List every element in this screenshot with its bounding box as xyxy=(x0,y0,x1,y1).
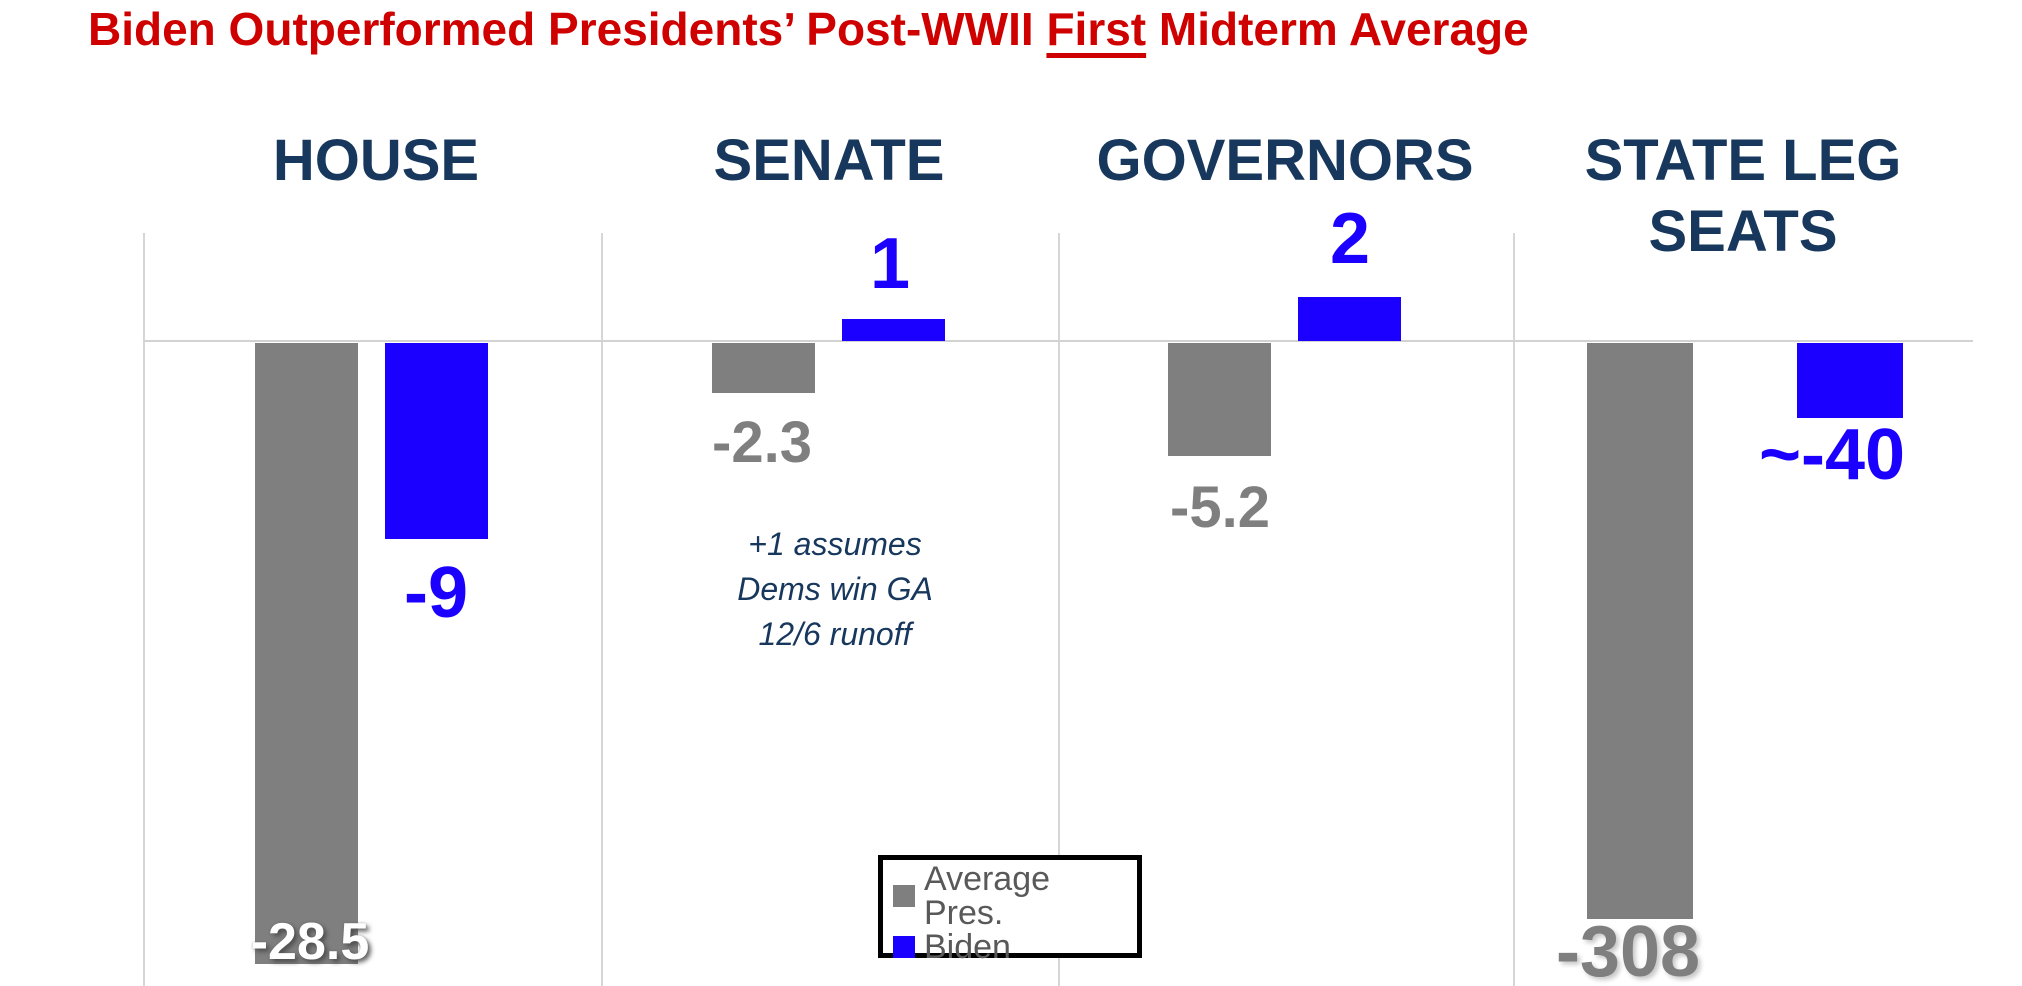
bar-stateleg-average xyxy=(1587,343,1693,919)
note-line-3: 12/6 runoff xyxy=(758,616,912,652)
value-label-stateleg-average: -308 xyxy=(1555,912,1701,986)
value-label-house-biden: -9 xyxy=(403,553,469,633)
y-axis-line xyxy=(143,233,145,986)
value-label-house-average: -28.5 xyxy=(250,913,370,971)
panel-header-house: HOUSE xyxy=(272,128,480,193)
legend-label-average: Average Pres. xyxy=(924,860,1051,932)
legend-box: Average Pres. Biden xyxy=(878,855,1142,964)
panel-header-state-leg: STATE LEG SEATS xyxy=(1584,128,1902,264)
value-label-governors-average: -5.2 xyxy=(1170,475,1270,540)
bar-governors-biden xyxy=(1298,297,1401,341)
bar-house-average xyxy=(255,343,358,964)
value-label-stateleg-biden: ~-40 xyxy=(1758,415,1906,495)
bar-governors-average xyxy=(1168,343,1271,456)
panel-header-senate: SENATE xyxy=(713,128,945,193)
value-label-senate-average: -2.3 xyxy=(712,410,812,475)
panel-separator-2 xyxy=(1058,233,1060,986)
value-label-senate-biden: 1 xyxy=(869,224,911,304)
title-post: Midterm Average xyxy=(1146,3,1529,55)
bar-senate-average xyxy=(712,343,815,393)
legend-item-biden: Biden xyxy=(893,930,1127,964)
bar-house-biden xyxy=(385,343,488,539)
legend-item-average: Average Pres. xyxy=(893,862,1127,930)
panel-separator-3 xyxy=(1513,233,1515,986)
legend-swatch-average-icon xyxy=(893,885,915,907)
legend-swatch-biden-icon xyxy=(893,936,915,958)
value-label-governors-biden: 2 xyxy=(1329,199,1371,279)
senate-runoff-note: +1 assumes Dems win GA 12/6 runoff xyxy=(737,522,933,657)
panel-header-governors: GOVERNORS xyxy=(1096,128,1474,193)
legend-label-biden: Biden xyxy=(924,928,1011,966)
bar-senate-biden xyxy=(842,319,945,341)
note-line-1: +1 assumes xyxy=(748,526,922,562)
title-pre: Biden Outperformed Presidents’ Post-WWII xyxy=(88,3,1047,55)
title-underlined-word: First xyxy=(1046,3,1147,55)
panel-separator-1 xyxy=(601,233,603,986)
bar-stateleg-biden xyxy=(1797,343,1903,418)
chart-title: Biden Outperformed Presidents’ Post-WWII… xyxy=(88,2,1529,56)
zero-baseline xyxy=(143,340,1973,342)
note-line-2: Dems win GA xyxy=(737,571,933,607)
